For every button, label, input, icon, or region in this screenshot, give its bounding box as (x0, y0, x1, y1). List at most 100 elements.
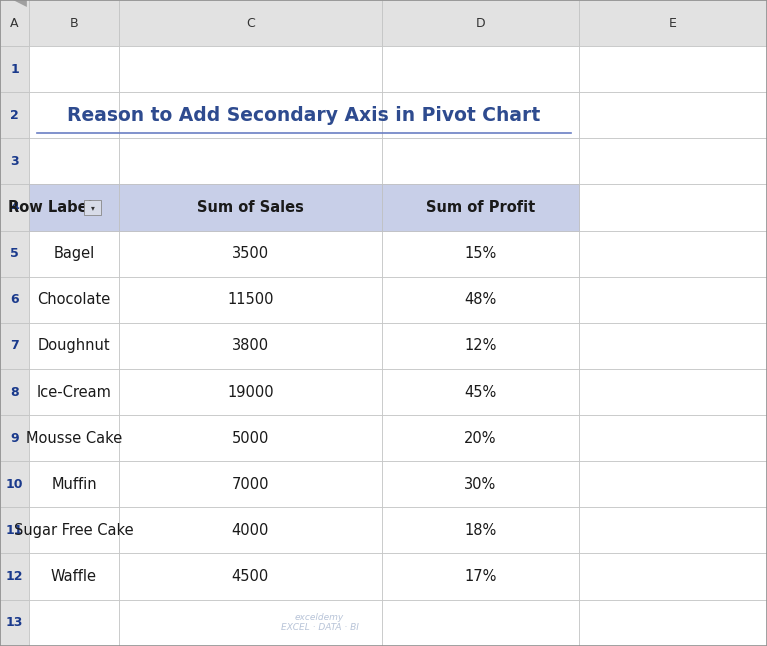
Bar (0, 323, 29, 369)
Bar (579, 369, 767, 415)
Text: 12: 12 (6, 570, 23, 583)
Text: 1: 1 (10, 63, 19, 76)
Bar (579, 46, 767, 92)
Bar (29, 461, 119, 507)
Bar (29, 46, 119, 92)
Bar (579, 554, 767, 599)
Text: 19000: 19000 (227, 384, 274, 400)
Bar (579, 276, 767, 323)
Bar (29, 507, 119, 554)
Bar (382, 461, 579, 507)
Bar (579, 92, 767, 138)
Text: 5000: 5000 (232, 431, 269, 446)
Bar (0, 599, 29, 646)
Bar (119, 507, 382, 554)
Bar (119, 369, 382, 415)
Bar (119, 185, 382, 231)
Text: 3: 3 (10, 155, 19, 168)
Bar (382, 415, 579, 461)
Bar (119, 599, 382, 646)
Bar (579, 599, 767, 646)
Text: Sum of Sales: Sum of Sales (197, 200, 304, 215)
Bar (119, 276, 382, 323)
Text: A: A (10, 17, 19, 30)
Bar (579, 0, 767, 46)
Bar (0, 507, 29, 554)
Bar (29, 599, 119, 646)
Bar (0, 369, 29, 415)
Bar (29, 323, 119, 369)
Bar (382, 323, 579, 369)
Bar (29, 185, 119, 231)
Bar (0, 185, 29, 231)
Text: 11: 11 (6, 524, 23, 537)
Bar (382, 554, 579, 599)
Bar (0, 231, 29, 276)
Bar (0, 415, 29, 461)
Bar (579, 415, 767, 461)
Bar (119, 554, 382, 599)
Bar (382, 276, 579, 323)
Bar (579, 185, 767, 231)
Text: C: C (246, 17, 255, 30)
Text: 10: 10 (6, 478, 23, 491)
Text: 20%: 20% (464, 431, 497, 446)
Bar (579, 461, 767, 507)
Bar (84, 200, 101, 214)
Text: 13: 13 (6, 616, 23, 629)
Text: 7: 7 (10, 339, 19, 353)
Bar (579, 231, 767, 276)
Bar (579, 138, 767, 185)
Bar (382, 231, 579, 276)
Bar (382, 185, 579, 231)
Bar (29, 0, 119, 46)
Text: 9: 9 (10, 432, 19, 444)
Text: 2: 2 (10, 109, 19, 122)
Text: 12%: 12% (464, 339, 497, 353)
Bar (0, 92, 29, 138)
Bar (119, 461, 382, 507)
Bar (382, 369, 579, 415)
Text: 18%: 18% (464, 523, 497, 538)
Bar (29, 276, 119, 323)
Bar (382, 507, 579, 554)
Bar (382, 599, 579, 646)
Text: 7000: 7000 (232, 477, 269, 492)
Text: 6: 6 (10, 293, 19, 306)
Text: E: E (669, 17, 677, 30)
Bar (29, 231, 119, 276)
Bar (382, 138, 579, 185)
Bar (0, 46, 29, 92)
Bar (382, 185, 579, 231)
Bar (119, 323, 382, 369)
Bar (119, 231, 382, 276)
Bar (0, 554, 29, 599)
Bar (29, 138, 119, 185)
Bar (0, 138, 29, 185)
Bar (119, 415, 382, 461)
Text: Reason to Add Secondary Axis in Pivot Chart: Reason to Add Secondary Axis in Pivot Ch… (67, 106, 541, 125)
Text: Muffin: Muffin (51, 477, 97, 492)
Bar (119, 0, 382, 46)
Text: 4500: 4500 (232, 569, 269, 584)
Text: Doughnut: Doughnut (38, 339, 110, 353)
Bar (579, 507, 767, 554)
Text: exceldemy
EXCEL · DATA · BI: exceldemy EXCEL · DATA · BI (281, 613, 358, 632)
Bar (0, 461, 29, 507)
Text: Mousse Cake: Mousse Cake (26, 431, 122, 446)
Text: Sugar Free Cake: Sugar Free Cake (15, 523, 133, 538)
Text: Chocolate: Chocolate (38, 292, 110, 307)
Bar (29, 415, 119, 461)
Text: Bagel: Bagel (54, 246, 94, 261)
Text: 4000: 4000 (232, 523, 269, 538)
Text: Waffle: Waffle (51, 569, 97, 584)
Bar (579, 323, 767, 369)
Text: 8: 8 (10, 386, 19, 399)
Text: Ice-Cream: Ice-Cream (37, 384, 111, 400)
Text: 45%: 45% (464, 384, 497, 400)
Bar (382, 0, 579, 46)
Text: 5: 5 (10, 247, 19, 260)
Text: 3500: 3500 (232, 246, 269, 261)
Polygon shape (13, 0, 27, 7)
Text: ▾: ▾ (91, 203, 95, 212)
